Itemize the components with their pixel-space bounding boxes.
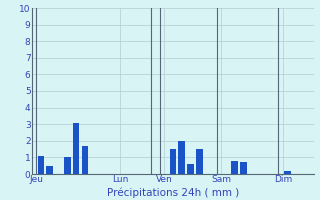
Bar bbox=[82, 146, 88, 174]
Bar bbox=[240, 162, 246, 174]
Bar bbox=[46, 166, 53, 174]
X-axis label: Précipitations 24h ( mm ): Précipitations 24h ( mm ) bbox=[107, 187, 239, 198]
Bar bbox=[196, 149, 203, 174]
Bar bbox=[37, 156, 44, 174]
Bar bbox=[178, 141, 185, 174]
Bar bbox=[284, 171, 291, 174]
Bar bbox=[231, 161, 238, 174]
Bar bbox=[187, 164, 194, 174]
Bar bbox=[170, 149, 176, 174]
Bar bbox=[73, 123, 79, 174]
Bar bbox=[64, 157, 70, 174]
